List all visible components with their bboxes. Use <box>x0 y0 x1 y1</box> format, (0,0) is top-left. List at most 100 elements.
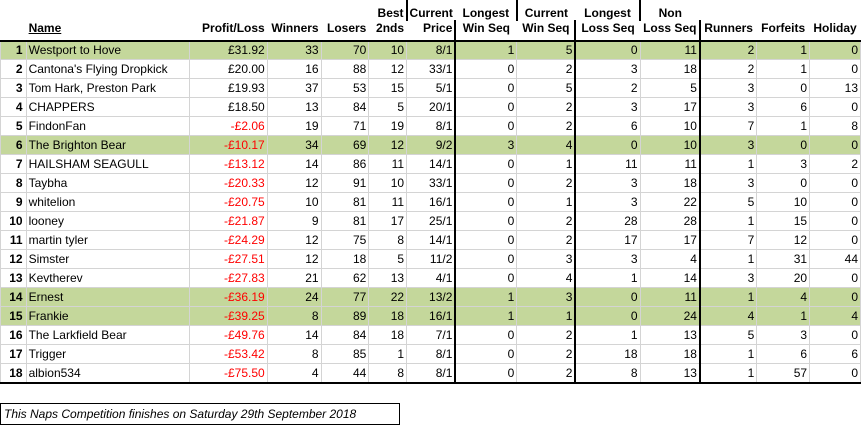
position-cell: 9 <box>0 192 27 212</box>
non-runners-cell: 1 <box>699 363 758 384</box>
footer-border <box>0 403 400 425</box>
seconds-cell: 8 <box>368 363 408 384</box>
best-price-cell: 7/1 <box>406 325 456 345</box>
longest-win-seq-cell: 5 <box>516 39 577 60</box>
naps-competition-table: Best Current Longest Current Longest Non… <box>0 0 861 384</box>
seconds-cell: 5 <box>368 97 408 117</box>
header-profit-loss: Profit/Loss <box>189 20 268 41</box>
forfeits-cell: 12 <box>756 230 811 250</box>
losers-cell: 89 <box>320 306 370 326</box>
header-forfeits: Forfeits <box>756 20 811 41</box>
current-win-seq-cell: 0 <box>454 78 518 98</box>
holiday-cell: 0 <box>809 287 861 307</box>
position-cell: 4 <box>0 97 27 117</box>
winners-cell: 10 <box>266 192 322 212</box>
losers-cell: 81 <box>320 211 370 231</box>
header-longest-loss-top: Longest <box>574 0 642 21</box>
profit-loss-cell: -£27.83 <box>189 268 268 288</box>
longest-win-seq-cell: 2 <box>516 173 577 193</box>
player-name-cell: Frankie <box>25 306 191 326</box>
longest-win-seq-cell: 4 <box>516 268 577 288</box>
current-loss-seq-cell: 1 <box>574 325 641 345</box>
player-name-cell: Taybha <box>25 173 191 193</box>
holiday-cell: 0 <box>809 363 861 384</box>
non-runners-cell: 1 <box>699 249 758 269</box>
losers-cell: 71 <box>320 116 370 136</box>
best-price-cell: 8/1 <box>406 116 456 136</box>
position-cell: 12 <box>0 249 27 269</box>
seconds-cell: 18 <box>368 306 408 326</box>
losers-cell: 53 <box>320 78 370 98</box>
holiday-cell: 2 <box>809 154 861 174</box>
best-price-cell: 25/1 <box>406 211 456 231</box>
player-name-cell: Tom Hark, Preston Park <box>25 78 191 98</box>
header-current-loss-bottom: Loss Seq <box>574 20 641 41</box>
seconds-cell: 18 <box>368 325 408 345</box>
longest-win-seq-cell: 2 <box>516 97 577 117</box>
holiday-cell: 0 <box>809 173 861 193</box>
header-losers: Losers <box>320 20 370 41</box>
longest-win-seq-cell: 2 <box>516 230 577 250</box>
holiday-cell: 0 <box>809 97 861 117</box>
table-row: 6 The Brighton Bear -£10.17 34 69 12 9/2 3 4 0 10 3… <box>0 135 861 155</box>
table-row: 13 Kevtherev -£27.83 21 62 13 4/1 0 4 1 14 3 20 0 <box>0 268 861 288</box>
player-name-cell: whitelion <box>25 192 191 212</box>
longest-win-seq-cell: 3 <box>516 249 577 269</box>
header-seconds: 2nds <box>368 20 408 41</box>
forfeits-cell: 6 <box>756 97 811 117</box>
current-win-seq-cell: 0 <box>454 268 518 288</box>
forfeits-cell: 31 <box>756 249 811 269</box>
holiday-cell: 0 <box>809 230 861 250</box>
seconds-cell: 11 <box>368 154 408 174</box>
position-cell: 11 <box>0 230 27 250</box>
seconds-cell: 8 <box>368 230 408 250</box>
profit-loss-cell: £18.50 <box>189 97 268 117</box>
non-runners-cell: 3 <box>699 268 758 288</box>
longest-win-seq-cell: 2 <box>516 344 577 364</box>
player-name-cell: albion534 <box>25 363 191 384</box>
position-cell: 5 <box>0 116 27 136</box>
non-runners-cell: 1 <box>699 154 758 174</box>
seconds-cell: 22 <box>368 287 408 307</box>
seconds-cell: 13 <box>368 268 408 288</box>
profit-loss-cell: -£75.50 <box>189 363 268 384</box>
current-loss-seq-cell: 2 <box>574 78 641 98</box>
longest-loss-seq-cell: 17 <box>639 97 701 117</box>
table-row: 15 Frankie -£39.25 8 89 18 16/1 1 1 0 24 4 1 4 <box>0 306 861 326</box>
winners-cell: 12 <box>266 173 322 193</box>
losers-cell: 84 <box>320 97 370 117</box>
position-cell: 2 <box>0 59 27 79</box>
holiday-cell: 0 <box>809 192 861 212</box>
current-loss-seq-cell: 3 <box>574 192 641 212</box>
best-price-cell: 9/2 <box>406 135 456 155</box>
non-runners-cell: 1 <box>699 287 758 307</box>
seconds-cell: 17 <box>368 211 408 231</box>
best-price-cell: 33/1 <box>406 59 456 79</box>
best-price-cell: 8/1 <box>406 344 456 364</box>
forfeits-cell: 15 <box>756 211 811 231</box>
non-runners-cell: 3 <box>699 135 758 155</box>
position-cell: 13 <box>0 268 27 288</box>
best-price-cell: 8/1 <box>406 363 456 384</box>
position-cell: 18 <box>0 363 27 384</box>
winners-cell: 8 <box>266 344 322 364</box>
longest-loss-seq-cell: 18 <box>639 344 701 364</box>
current-loss-seq-cell: 3 <box>574 97 641 117</box>
losers-cell: 85 <box>320 344 370 364</box>
header-best-price-bottom: Price <box>406 20 456 41</box>
non-runners-cell: 2 <box>699 59 758 79</box>
table-row: 14 Ernest -£36.19 24 77 22 13/2 1 3 0 11 1 4 0 <box>0 287 861 307</box>
longest-loss-seq-cell: 18 <box>639 59 701 79</box>
longest-loss-seq-cell: 28 <box>639 211 701 231</box>
profit-loss-cell: -£39.25 <box>189 306 268 326</box>
forfeits-cell: 1 <box>756 39 811 60</box>
longest-loss-seq-cell: 13 <box>639 325 701 345</box>
seconds-cell: 1 <box>368 344 408 364</box>
winners-cell: 4 <box>266 363 322 384</box>
longest-win-seq-cell: 2 <box>516 59 577 79</box>
longest-win-seq-cell: 2 <box>516 211 577 231</box>
current-loss-seq-cell: 3 <box>574 173 641 193</box>
holiday-cell: 0 <box>809 135 861 155</box>
forfeits-cell: 0 <box>756 135 811 155</box>
profit-loss-cell: -£24.29 <box>189 230 268 250</box>
